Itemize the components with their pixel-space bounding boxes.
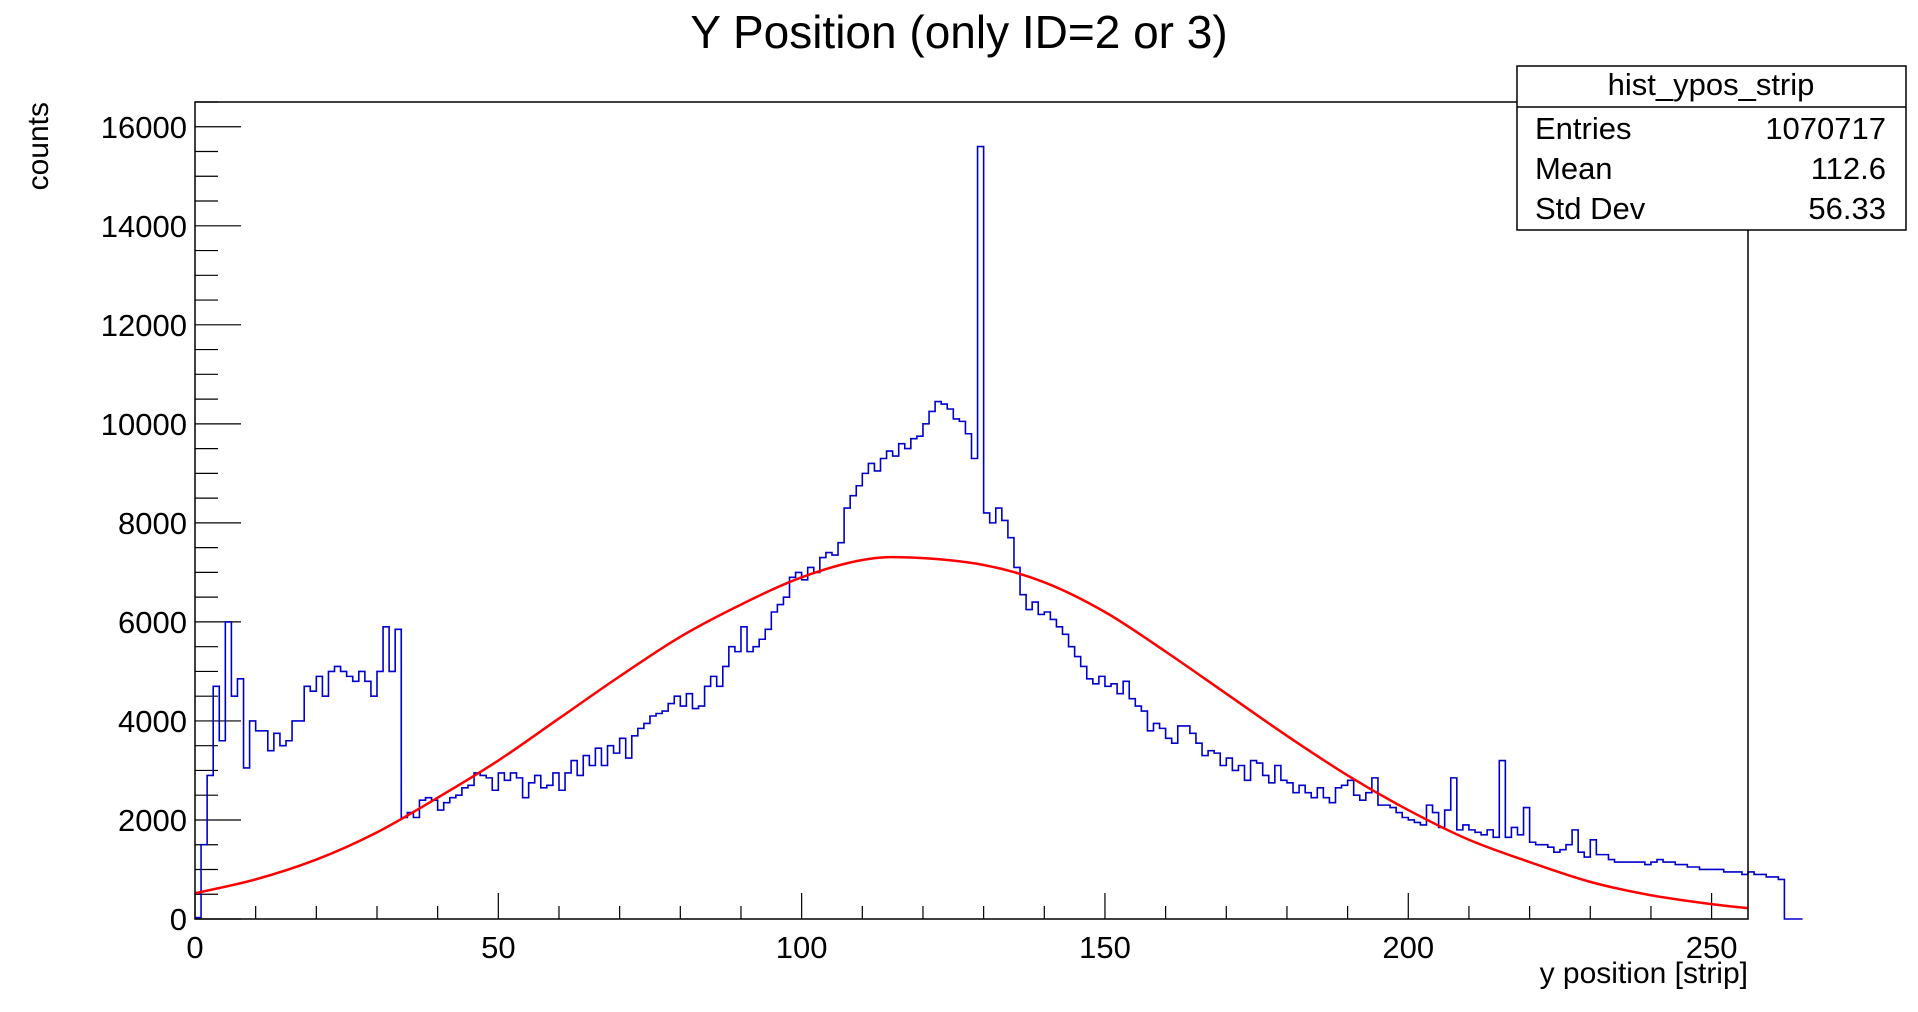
fit-curve xyxy=(194,555,1749,910)
stats-box: hist_ypos_strip Entries 1070717 Mean 112… xyxy=(1516,65,1907,231)
x-axis-label: y position [strip] xyxy=(1540,957,1748,990)
y-tick-label: 8000 xyxy=(118,506,187,541)
y-axis-label: counts xyxy=(22,102,55,190)
stats-box-title: hist_ypos_strip xyxy=(1608,67,1815,102)
x-axis-tick-labels: 0 50 100 150 200 250 xyxy=(186,930,1737,965)
y-tick-label: 12000 xyxy=(101,308,187,343)
x-tick-label: 100 xyxy=(776,930,828,965)
y-tick-label: 2000 xyxy=(118,803,187,838)
x-axis-ticks xyxy=(194,893,1713,919)
y-tick-label: 4000 xyxy=(118,704,187,739)
y-tick-label: 16000 xyxy=(101,110,187,145)
x-tick-label: 250 xyxy=(1686,930,1738,965)
histogram-series xyxy=(195,145,1803,920)
stats-mean-label: Mean xyxy=(1535,151,1613,186)
y-tick-label: 0 xyxy=(170,902,187,937)
x-tick-label: 50 xyxy=(481,930,515,965)
stats-mean-value: 112.6 xyxy=(1811,151,1886,186)
chart-title: Y Position (only ID=2 or 3) xyxy=(690,6,1227,58)
y-axis-ticks xyxy=(195,101,241,920)
stats-entries-value: 1070717 xyxy=(1765,111,1886,146)
y-tick-label: 6000 xyxy=(118,605,187,640)
stats-entries-label: Entries xyxy=(1535,111,1631,146)
stats-stddev-value: 56.33 xyxy=(1808,191,1886,226)
y-axis-tick-labels: 0 2000 4000 6000 8000 10000 12000 14000 16000 xyxy=(101,110,187,937)
x-tick-label: 0 xyxy=(186,930,203,965)
y-tick-label: 10000 xyxy=(101,407,187,442)
stats-box-frame xyxy=(1516,65,1907,231)
x-tick-label: 200 xyxy=(1382,930,1434,965)
stats-stddev-label: Std Dev xyxy=(1535,191,1646,226)
x-tick-label: 150 xyxy=(1079,930,1131,965)
plot-frame xyxy=(194,101,1749,920)
y-tick-label: 14000 xyxy=(101,209,187,244)
